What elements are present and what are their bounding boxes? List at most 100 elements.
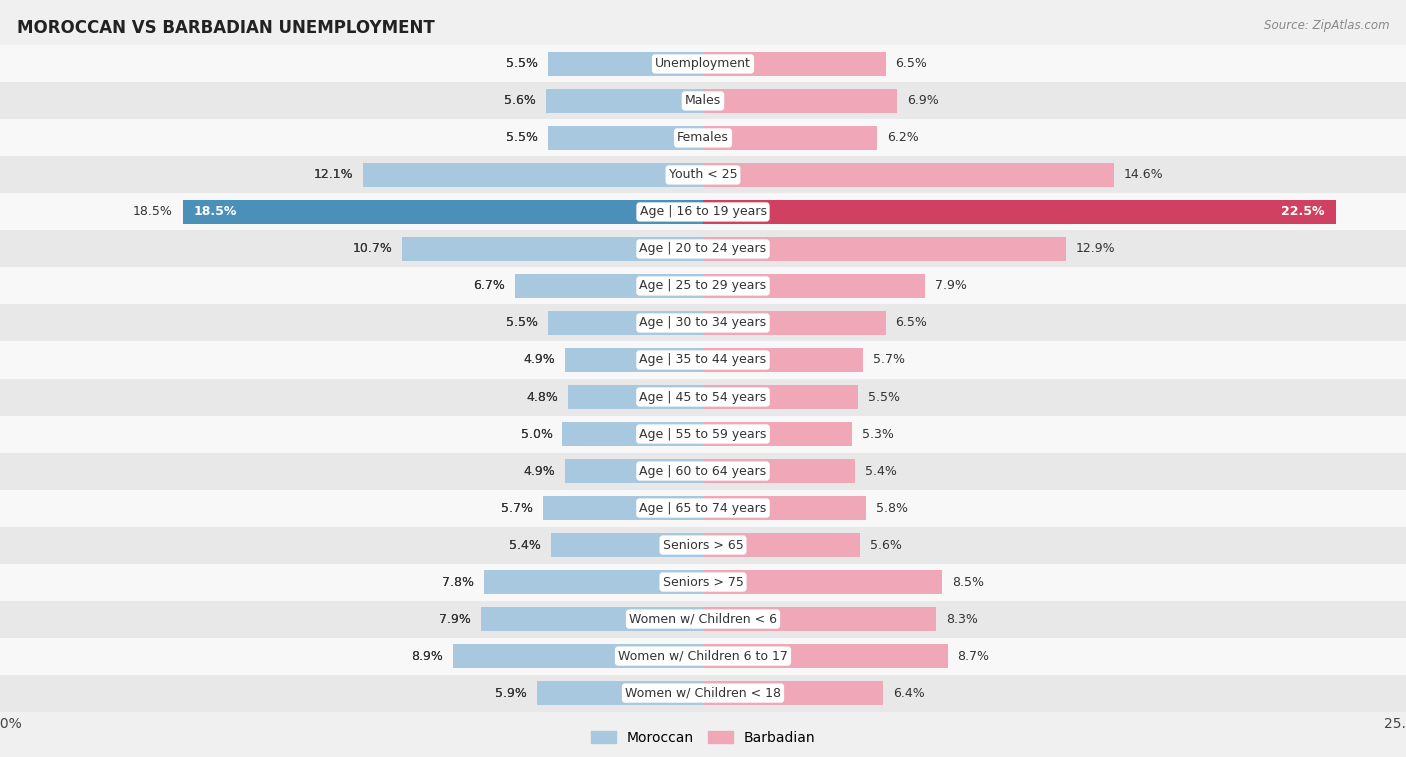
Bar (703, 52, 886, 76)
Bar (703, 570, 942, 594)
Text: 5.7%: 5.7% (501, 502, 533, 515)
Text: Males: Males (685, 95, 721, 107)
Text: 5.4%: 5.4% (509, 538, 541, 552)
Bar (0, 490, 1406, 527)
Text: 5.7%: 5.7% (501, 502, 533, 515)
Bar (568, 385, 703, 409)
Bar (0, 45, 1406, 83)
Text: 7.9%: 7.9% (935, 279, 967, 292)
Text: Youth < 25: Youth < 25 (669, 169, 737, 182)
Text: Seniors > 75: Seniors > 75 (662, 575, 744, 588)
Bar (0, 527, 1406, 563)
Bar (363, 163, 703, 187)
Bar (543, 496, 703, 520)
Text: 10.7%: 10.7% (353, 242, 392, 255)
Text: Age | 55 to 59 years: Age | 55 to 59 years (640, 428, 766, 441)
Text: 5.6%: 5.6% (503, 95, 536, 107)
Text: 8.7%: 8.7% (957, 650, 990, 662)
Bar (402, 237, 703, 261)
Bar (703, 422, 852, 446)
Text: 5.5%: 5.5% (506, 316, 538, 329)
Bar (703, 533, 860, 557)
Text: 4.9%: 4.9% (523, 465, 555, 478)
Bar (481, 607, 703, 631)
Text: 7.8%: 7.8% (441, 575, 474, 588)
Text: 6.9%: 6.9% (907, 95, 939, 107)
Bar (453, 644, 703, 668)
Text: 8.9%: 8.9% (411, 650, 443, 662)
Bar (0, 230, 1406, 267)
Text: 5.5%: 5.5% (868, 391, 900, 403)
Bar (703, 348, 863, 372)
Bar (565, 348, 703, 372)
Text: 5.9%: 5.9% (495, 687, 527, 699)
Text: Seniors > 65: Seniors > 65 (662, 538, 744, 552)
Bar (548, 311, 703, 335)
Text: Age | 45 to 54 years: Age | 45 to 54 years (640, 391, 766, 403)
Bar (515, 274, 703, 298)
Text: 5.4%: 5.4% (509, 538, 541, 552)
Text: Women w/ Children 6 to 17: Women w/ Children 6 to 17 (619, 650, 787, 662)
Bar (703, 681, 883, 705)
Bar (0, 416, 1406, 453)
Bar (0, 304, 1406, 341)
Text: 22.5%: 22.5% (1281, 205, 1324, 219)
Text: 8.3%: 8.3% (946, 612, 979, 625)
Text: Females: Females (678, 132, 728, 145)
Bar (703, 89, 897, 113)
Bar (0, 83, 1406, 120)
Bar (703, 607, 936, 631)
Text: 12.9%: 12.9% (1076, 242, 1115, 255)
Text: 5.5%: 5.5% (506, 58, 538, 70)
Text: 7.9%: 7.9% (439, 612, 471, 625)
Bar (0, 194, 1406, 230)
Text: 5.5%: 5.5% (506, 132, 538, 145)
Text: 5.5%: 5.5% (506, 58, 538, 70)
Text: Age | 25 to 29 years: Age | 25 to 29 years (640, 279, 766, 292)
Text: Unemployment: Unemployment (655, 58, 751, 70)
Text: 8.9%: 8.9% (411, 650, 443, 662)
Bar (0, 600, 1406, 637)
Text: 4.8%: 4.8% (526, 391, 558, 403)
Bar (703, 459, 855, 483)
Text: 7.8%: 7.8% (441, 575, 474, 588)
Bar (484, 570, 703, 594)
Text: 5.7%: 5.7% (873, 354, 905, 366)
Text: 7.9%: 7.9% (439, 612, 471, 625)
Text: 5.6%: 5.6% (870, 538, 903, 552)
Bar (0, 157, 1406, 194)
Text: 5.4%: 5.4% (865, 465, 897, 478)
Bar (0, 341, 1406, 378)
Bar (0, 267, 1406, 304)
Bar (548, 126, 703, 150)
Bar (703, 496, 866, 520)
Bar (548, 52, 703, 76)
Bar (0, 637, 1406, 674)
Text: Age | 35 to 44 years: Age | 35 to 44 years (640, 354, 766, 366)
Bar (0, 453, 1406, 490)
Text: 18.5%: 18.5% (194, 205, 238, 219)
Bar (562, 422, 703, 446)
Text: 5.8%: 5.8% (876, 502, 908, 515)
Text: 4.8%: 4.8% (526, 391, 558, 403)
Bar (703, 385, 858, 409)
Bar (551, 533, 703, 557)
Text: 18.5%: 18.5% (134, 205, 173, 219)
Text: 6.7%: 6.7% (472, 279, 505, 292)
Bar (703, 274, 925, 298)
Text: 4.9%: 4.9% (523, 465, 555, 478)
Text: 6.5%: 6.5% (896, 58, 928, 70)
Text: 6.5%: 6.5% (896, 316, 928, 329)
Text: Age | 60 to 64 years: Age | 60 to 64 years (640, 465, 766, 478)
Bar (0, 674, 1406, 712)
Text: Women w/ Children < 6: Women w/ Children < 6 (628, 612, 778, 625)
Text: 5.5%: 5.5% (506, 132, 538, 145)
Text: 5.5%: 5.5% (506, 316, 538, 329)
Text: Age | 20 to 24 years: Age | 20 to 24 years (640, 242, 766, 255)
Text: 6.2%: 6.2% (887, 132, 920, 145)
Bar (703, 311, 886, 335)
Legend: Moroccan, Barbadian: Moroccan, Barbadian (585, 725, 821, 750)
Text: MOROCCAN VS BARBADIAN UNEMPLOYMENT: MOROCCAN VS BARBADIAN UNEMPLOYMENT (17, 19, 434, 37)
Text: 6.7%: 6.7% (472, 279, 505, 292)
Bar (703, 163, 1114, 187)
